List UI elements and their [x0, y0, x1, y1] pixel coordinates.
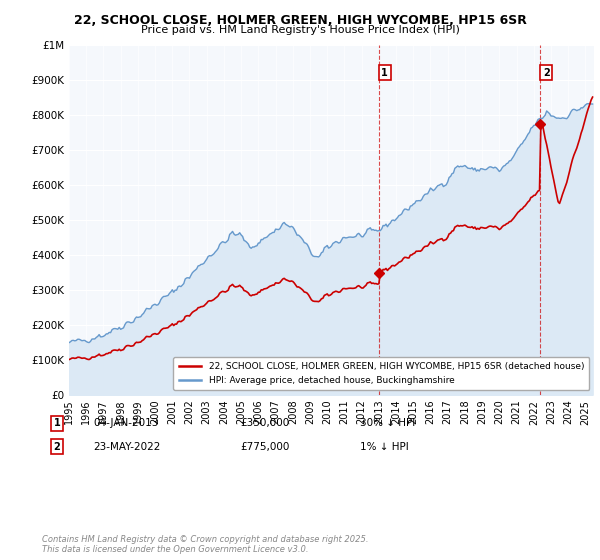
Text: 23-MAY-2022: 23-MAY-2022 — [93, 442, 160, 452]
Text: Price paid vs. HM Land Registry's House Price Index (HPI): Price paid vs. HM Land Registry's House … — [140, 25, 460, 35]
Text: Contains HM Land Registry data © Crown copyright and database right 2025.
This d: Contains HM Land Registry data © Crown c… — [42, 535, 368, 554]
Legend: 22, SCHOOL CLOSE, HOLMER GREEN, HIGH WYCOMBE, HP15 6SR (detached house), HPI: Av: 22, SCHOOL CLOSE, HOLMER GREEN, HIGH WYC… — [173, 357, 589, 390]
Text: 04-JAN-2013: 04-JAN-2013 — [93, 418, 158, 428]
Text: 1: 1 — [53, 418, 61, 428]
Text: £775,000: £775,000 — [240, 442, 289, 452]
Text: 1: 1 — [382, 68, 388, 78]
Text: 30% ↓ HPI: 30% ↓ HPI — [360, 418, 415, 428]
Text: 1% ↓ HPI: 1% ↓ HPI — [360, 442, 409, 452]
Text: 2: 2 — [53, 442, 61, 452]
Text: £350,000: £350,000 — [240, 418, 289, 428]
Text: 2: 2 — [543, 68, 550, 78]
Text: 22, SCHOOL CLOSE, HOLMER GREEN, HIGH WYCOMBE, HP15 6SR: 22, SCHOOL CLOSE, HOLMER GREEN, HIGH WYC… — [74, 14, 526, 27]
